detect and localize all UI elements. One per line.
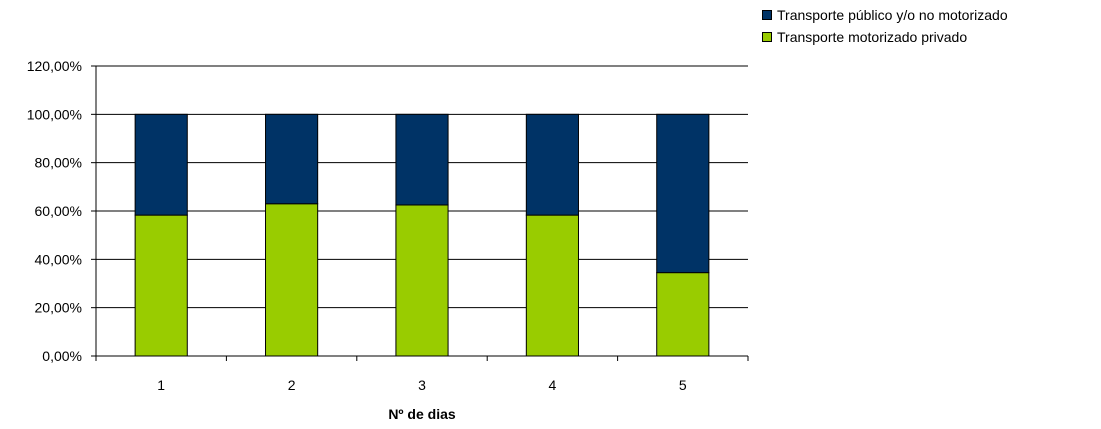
- bar-segment: [134, 113, 188, 216]
- bar-segment: [134, 214, 188, 357]
- legend-label-public: Transporte público y/o no motorizado: [777, 7, 1008, 23]
- bar-segment: [656, 113, 710, 274]
- legend-item-public: Transporte público y/o no motorizado: [762, 4, 1008, 26]
- y-tick-label: 20,00%: [35, 300, 82, 316]
- legend-swatch-private: [762, 32, 772, 42]
- x-tick-label: 5: [679, 377, 687, 393]
- bar-segment: [265, 113, 319, 205]
- x-axis-title: Nº de dias: [388, 406, 456, 422]
- x-tick-label: 1: [157, 377, 165, 393]
- legend-label-private: Transporte motorizado privado: [777, 29, 968, 45]
- bar-segment: [395, 204, 449, 357]
- y-tick-label: 100,00%: [27, 106, 82, 122]
- x-tick-label: 4: [549, 377, 557, 393]
- y-tick-label: 0,00%: [42, 348, 82, 364]
- legend: Transporte público y/o no motorizado Tra…: [762, 4, 1008, 48]
- bars: [134, 113, 710, 357]
- legend-swatch-public: [762, 10, 772, 20]
- bar-segment: [656, 272, 710, 357]
- x-tick-label: 3: [418, 377, 426, 393]
- y-tick-label: 120,00%: [27, 58, 82, 74]
- legend-item-private: Transporte motorizado privado: [762, 26, 1008, 48]
- bar-segment: [525, 214, 579, 357]
- x-axis-ticks: 1 2 3 4 5: [95, 356, 749, 393]
- bar-segment: [395, 113, 449, 206]
- y-tick-label: 80,00%: [35, 155, 82, 171]
- axes: [95, 66, 748, 357]
- y-axis-ticks: 0,00% 20,00% 40,00% 60,00% 80,00% 100,00% 120,…: [27, 58, 96, 364]
- y-tick-label: 60,00%: [35, 203, 82, 219]
- y-tick-label: 40,00%: [35, 251, 82, 267]
- x-tick-label: 2: [288, 377, 296, 393]
- bar-segment: [265, 203, 319, 357]
- bar-segment: [525, 113, 579, 216]
